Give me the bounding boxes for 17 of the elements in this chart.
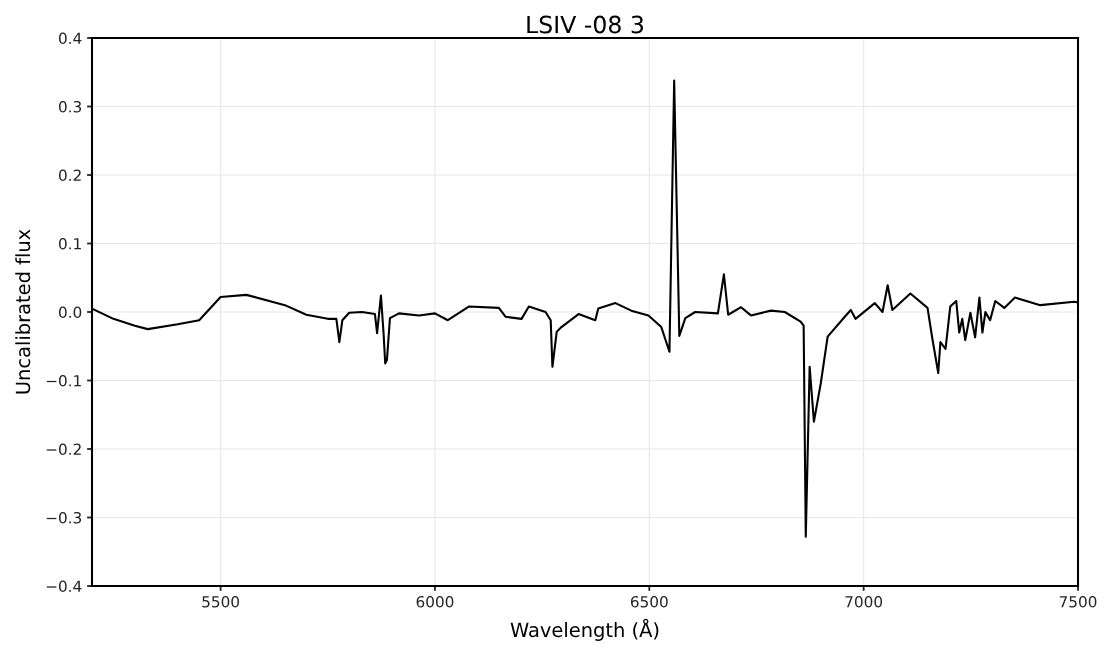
y-tick-label: 0.2 bbox=[58, 169, 81, 182]
y-tick-label: 0.4 bbox=[58, 32, 82, 45]
chart-title: LSIV -08 3 bbox=[527, 15, 644, 34]
y-tick-label: −0.1 bbox=[46, 374, 81, 387]
x-tick-label: 7000 bbox=[845, 595, 883, 608]
y-tick-label: 0.0 bbox=[58, 306, 82, 319]
x-tick-label: 6000 bbox=[416, 595, 454, 608]
x-tick-label: 5500 bbox=[202, 595, 240, 608]
y-tick-label: −0.3 bbox=[46, 511, 82, 524]
y-tick-label: −0.2 bbox=[46, 443, 81, 456]
x-axis-title: Wavelength (Å) bbox=[510, 618, 659, 641]
y-tick-label: 0.3 bbox=[58, 100, 82, 113]
x-tick-label: 6500 bbox=[630, 595, 668, 608]
y-axis-title: Uncalibrated flux bbox=[15, 229, 31, 394]
y-tick-label: 0.1 bbox=[58, 237, 81, 250]
x-tick-label: 7500 bbox=[1059, 595, 1097, 608]
y-tick-label: −0.4 bbox=[46, 580, 82, 593]
